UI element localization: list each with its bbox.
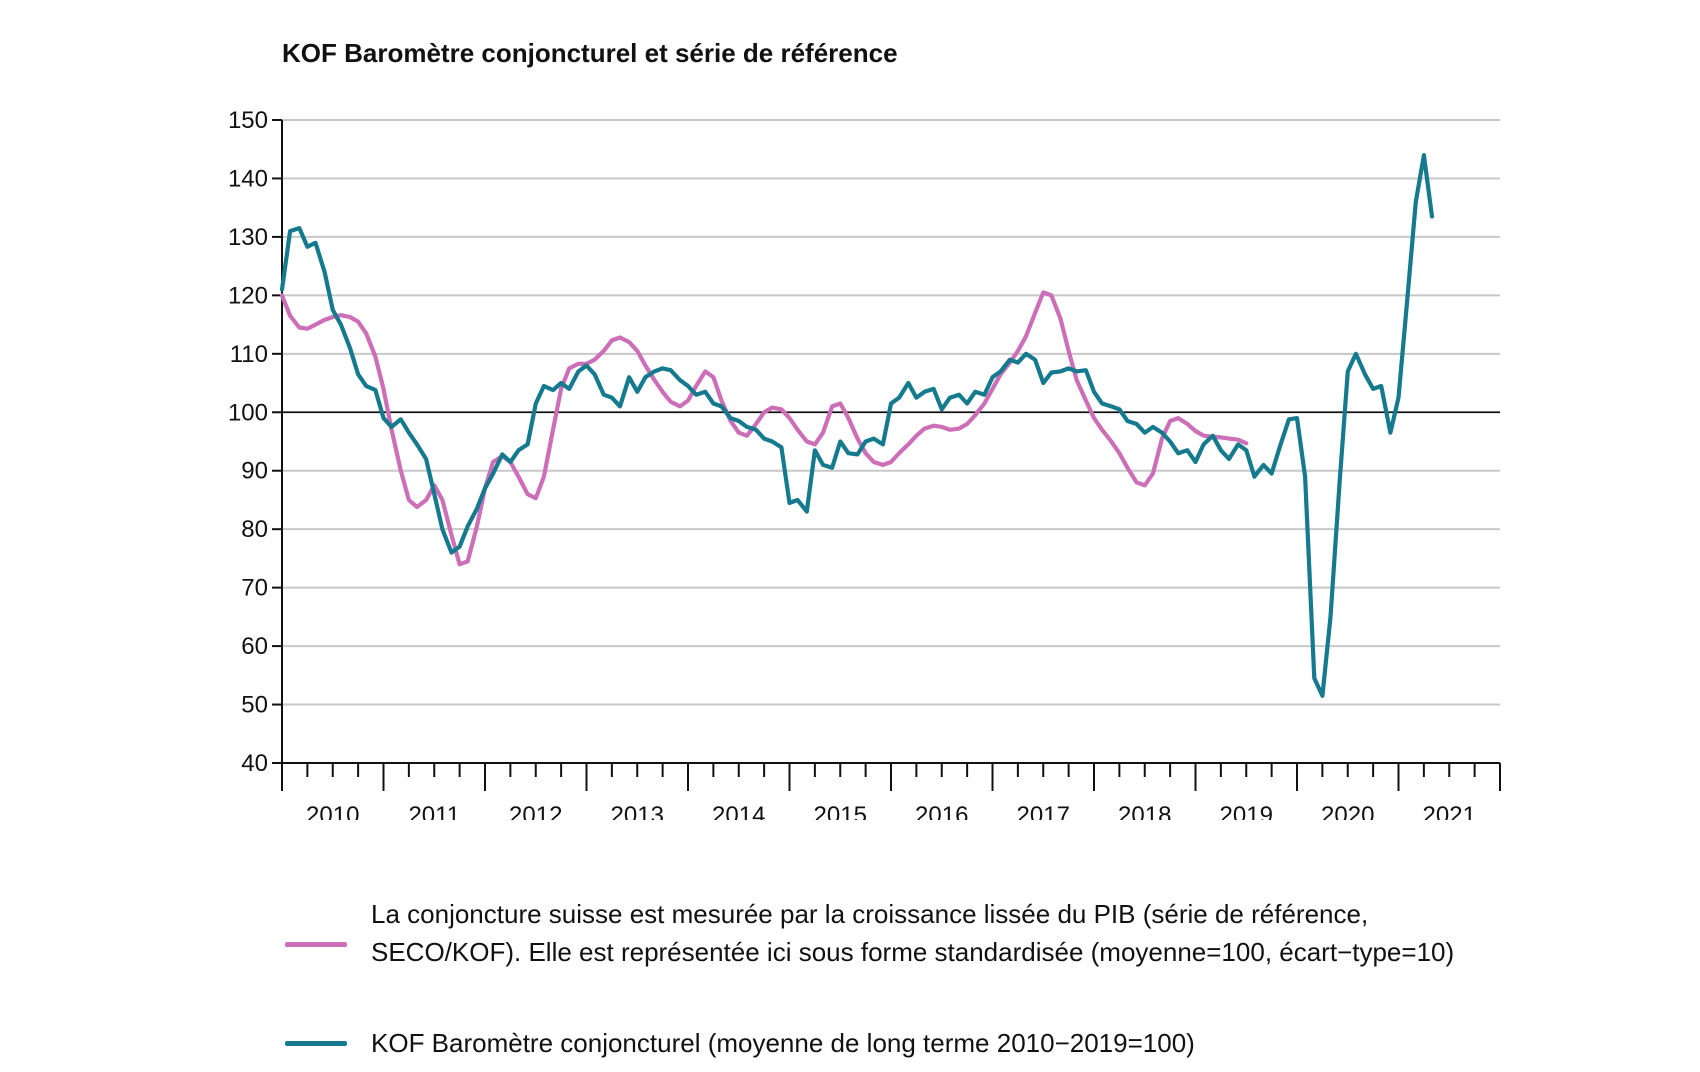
- x-tick-label-2017: 2017: [1017, 802, 1070, 820]
- legend-swatch-kof: [285, 1041, 347, 1046]
- y-tick-label-100: 100: [228, 399, 268, 426]
- x-tick-label-2015: 2015: [814, 802, 867, 820]
- x-tick-label-2020: 2020: [1321, 802, 1374, 820]
- series-line-reference: [279, 290, 1249, 567]
- x-tick-label-2018: 2018: [1118, 802, 1171, 820]
- series-lines: [279, 153, 1435, 698]
- gridlines: [282, 119, 1500, 706]
- x-tick-label-2010: 2010: [306, 802, 359, 820]
- y-tick-label-40: 40: [241, 750, 268, 777]
- series-line-kof-barometer: [279, 153, 1435, 698]
- x-tick-label-2014: 2014: [712, 802, 765, 820]
- axes: 40 50 60 70 80 90 100 110 120 130 140 150 2010 2011 20…: [228, 107, 1501, 820]
- y-tick-label-70: 70: [241, 575, 268, 602]
- legend-swatch-reference: [285, 942, 347, 947]
- chart-title: KOF Baromètre conjoncturel et série de r…: [282, 38, 898, 68]
- legend-label-reference: La conjoncture suisse est mesurée par la…: [371, 899, 1455, 967]
- x-tick-label-2011: 2011: [408, 802, 460, 820]
- y-tick-label-80: 80: [241, 516, 268, 543]
- y-tick-label-60: 60: [241, 633, 268, 660]
- x-tick-label-2013: 2013: [611, 802, 664, 820]
- line-chart: 40 50 60 70 80 90 100 110 120 130 140 150 2010 2011 20…: [228, 107, 1501, 820]
- y-tick-label-110: 110: [230, 341, 268, 368]
- y-tick-label-150: 150: [228, 107, 268, 134]
- y-tick-label-120: 120: [228, 282, 268, 309]
- y-tick-label-90: 90: [241, 458, 268, 485]
- x-tick-label-2012: 2012: [509, 802, 562, 820]
- legend-label-kof: KOF Baromètre conjoncturel (moyenne de l…: [371, 1028, 1195, 1058]
- x-tick-label-2016: 2016: [915, 802, 968, 820]
- y-tick-label-130: 130: [228, 224, 268, 251]
- y-tick-label-50: 50: [241, 692, 268, 719]
- y-tick-label-140: 140: [228, 165, 268, 192]
- x-tick-label-2019: 2019: [1220, 802, 1273, 820]
- x-tick-label-2021: 2021: [1423, 802, 1476, 820]
